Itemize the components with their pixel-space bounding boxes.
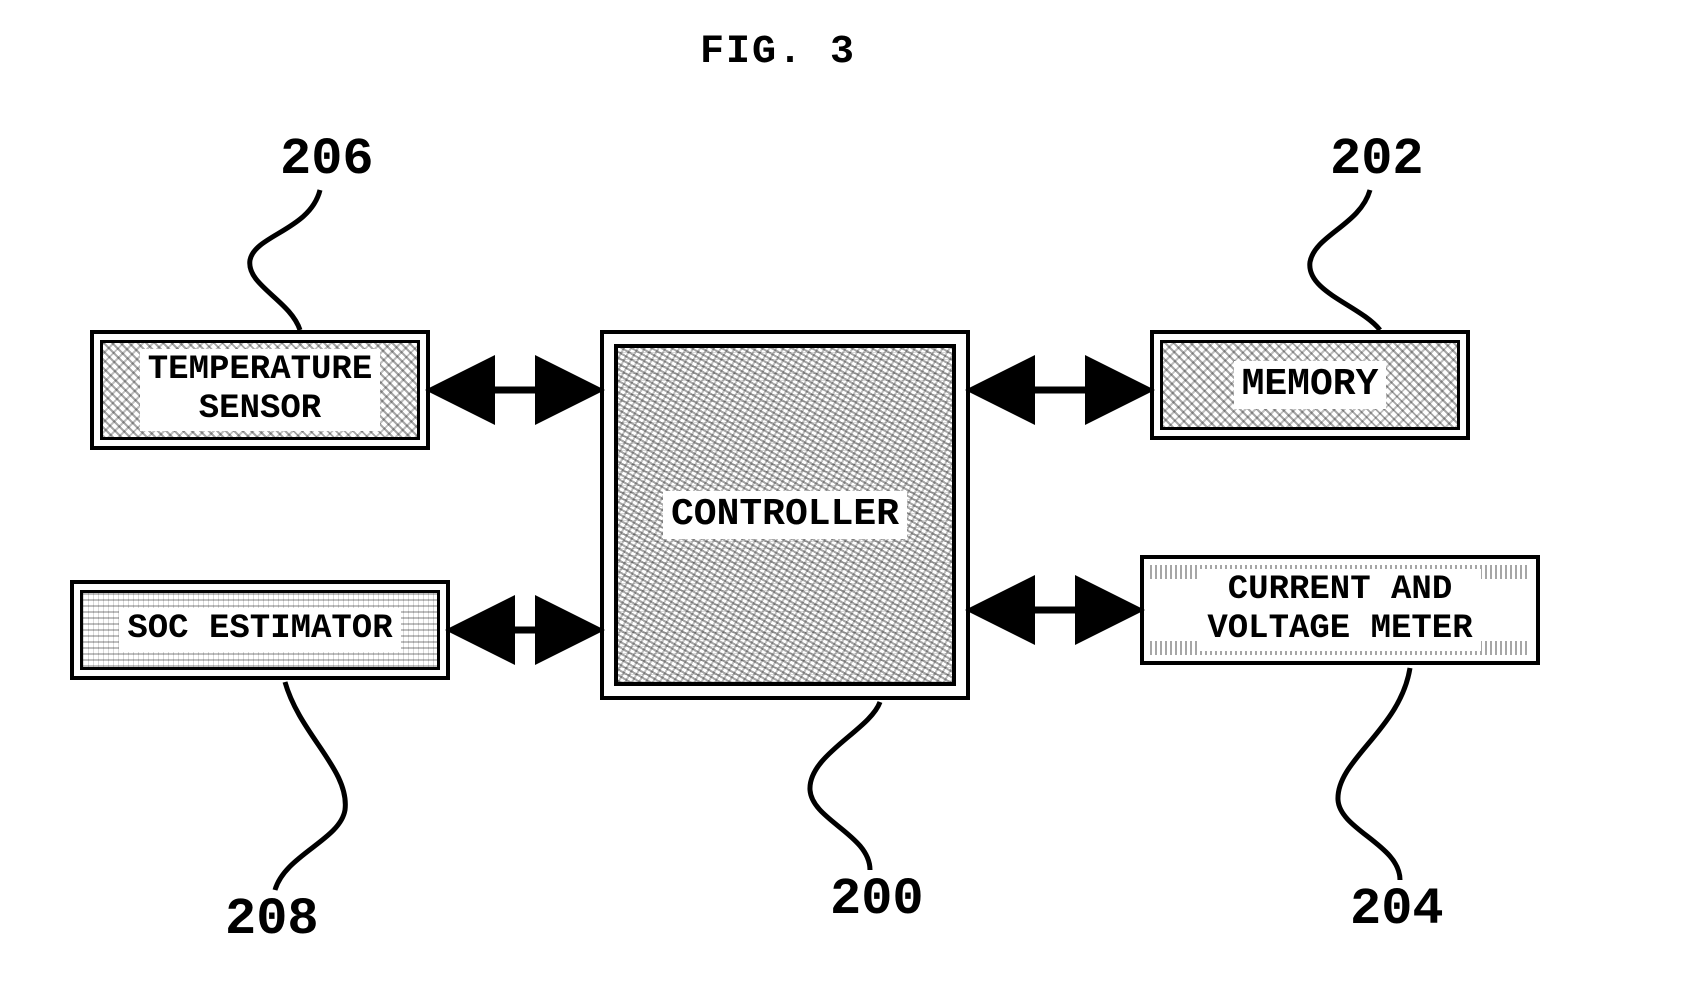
- ref-206: 206: [280, 130, 374, 189]
- leader-206: [250, 190, 320, 330]
- soc-estimator-label: SOC ESTIMATOR: [119, 608, 400, 651]
- leader-208: [275, 682, 345, 890]
- leader-204: [1338, 668, 1410, 880]
- controller-box: CONTROLLER: [600, 330, 970, 700]
- leader-202: [1310, 190, 1380, 330]
- cv-meter-box: CURRENT AND VOLTAGE METER: [1140, 555, 1540, 665]
- ref-200: 200: [830, 870, 924, 929]
- controller-label: CONTROLLER: [663, 491, 907, 539]
- memory-label: MEMORY: [1234, 361, 1387, 409]
- ref-202: 202: [1330, 130, 1424, 189]
- ref-204: 204: [1350, 880, 1444, 939]
- memory-box: MEMORY: [1150, 330, 1470, 440]
- cv-meter-label: CURRENT AND VOLTAGE METER: [1199, 569, 1480, 651]
- leader-200: [810, 702, 880, 870]
- soc-estimator-box: SOC ESTIMATOR: [70, 580, 450, 680]
- figure-title: FIG. 3: [700, 30, 856, 75]
- ref-208: 208: [225, 890, 319, 949]
- temperature-sensor-box: TEMPERATURE SENSOR: [90, 330, 430, 450]
- temperature-sensor-label: TEMPERATURE SENSOR: [140, 349, 380, 431]
